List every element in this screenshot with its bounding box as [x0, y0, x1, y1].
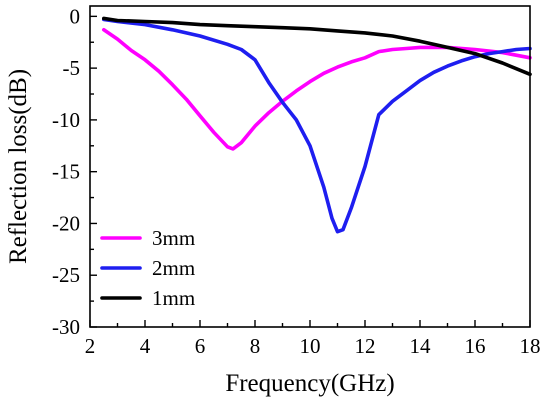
y-tick-label: -30 — [52, 315, 80, 339]
x-tick-label: 6 — [195, 334, 206, 358]
series-line-2mm — [102, 17, 532, 234]
x-tick-label: 2 — [85, 334, 96, 358]
x-tick-label: 4 — [140, 334, 151, 358]
x-tick-label: 16 — [465, 334, 486, 358]
series-layer — [102, 16, 532, 234]
x-tick-label: 8 — [250, 334, 261, 358]
y-tick-label: -10 — [52, 108, 80, 132]
x-axis-title: Frequency(GHz) — [225, 370, 394, 397]
y-tick-label: -5 — [63, 56, 81, 80]
x-tick-label: 10 — [300, 334, 321, 358]
legend: 3mm 2mm 1mm — [100, 226, 195, 310]
tick-labels-layer: 2 4 6 8 10 12 14 16 18 0 -5 -10 -15 -20 -25 -30 — [52, 4, 541, 358]
legend-label-1mm: 1mm — [152, 286, 195, 310]
legend-label-3mm: 3mm — [152, 226, 195, 250]
x-tick-label: 12 — [355, 334, 376, 358]
legend-label-2mm: 2mm — [152, 256, 195, 280]
series-line-1mm — [102, 16, 532, 77]
y-tick-label: -20 — [52, 211, 80, 235]
ticks-layer — [89, 15, 531, 328]
y-tick-label: -15 — [52, 160, 80, 184]
x-tick-label: 14 — [410, 334, 432, 358]
y-tick-label: 0 — [70, 4, 81, 28]
y-tick-label: -25 — [52, 263, 80, 287]
x-tick-label: 18 — [520, 334, 541, 358]
y-axis-title: Reflection loss(dB) — [5, 69, 32, 264]
series-line-3mm — [102, 28, 532, 151]
